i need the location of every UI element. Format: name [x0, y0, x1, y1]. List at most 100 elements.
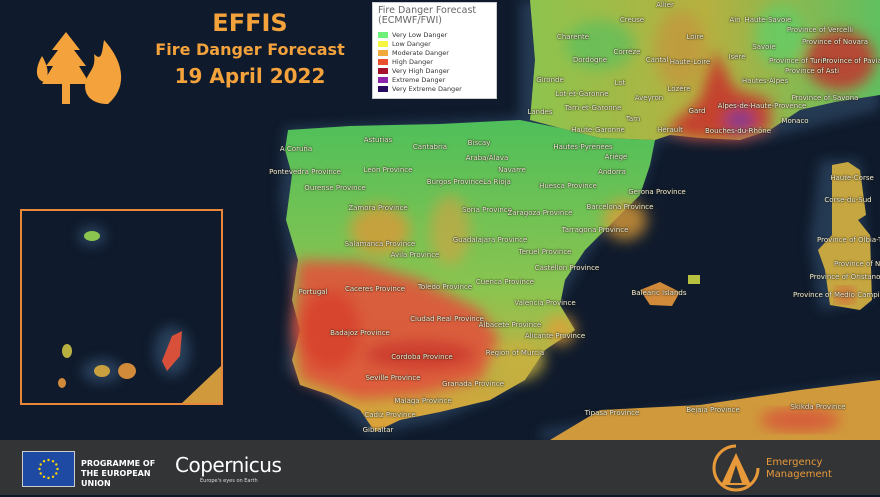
- place-label: Tipasa Province: [584, 409, 640, 417]
- forecast-date: 19 April 2022: [174, 64, 326, 88]
- legend-swatch: [378, 31, 388, 38]
- place-label: Province of Olbia-Tempio: [817, 236, 880, 244]
- place-label: Province of Novara: [801, 38, 869, 46]
- place-label: Portugal: [298, 288, 328, 296]
- place-label: Isère: [728, 53, 746, 61]
- place-label: Gerona Province: [628, 188, 686, 196]
- place-label: Cordoba Province: [391, 353, 453, 361]
- emergency-management-text: Emergency Management: [766, 457, 832, 480]
- place-label: Gironde: [536, 76, 564, 84]
- place-label: Zaragoza Province: [507, 209, 573, 217]
- place-label: Gard: [688, 107, 706, 115]
- place-label: Corse-du-Sud: [824, 196, 872, 204]
- place-label: Hautes-Alpes: [741, 77, 789, 85]
- map-legend: Fire Danger Forecast (ECMWF/FWI) Very Lo…: [372, 2, 497, 99]
- eu-programme-text: PROGRAMME OF THE EUROPEAN UNION: [81, 459, 156, 488]
- canary-islands-inset: [20, 209, 223, 405]
- legend-swatch: [378, 76, 388, 83]
- place-label: Albacete Province: [478, 321, 542, 329]
- place-label: Teruel Province: [518, 248, 572, 256]
- place-label: Caceres Province: [344, 285, 406, 293]
- place-label: Charente: [556, 33, 590, 41]
- place-label: Bouches-du-Rhône: [704, 127, 772, 135]
- place-label: Haute-Corse: [830, 174, 874, 182]
- copernicus-logo: Copernicus: [175, 453, 282, 477]
- place-label: Corrèze: [613, 48, 641, 56]
- place-label: Tarn: [625, 115, 641, 123]
- place-label: Ain: [729, 16, 741, 24]
- place-label: Province of Asti: [784, 67, 840, 75]
- place-label: Creuse: [619, 16, 645, 24]
- place-label: Burgos Province: [426, 178, 484, 186]
- place-label: Haute-Loire: [669, 58, 711, 66]
- place-label: Tarn-et-Garonne: [564, 104, 622, 112]
- place-label: Ariège: [604, 153, 628, 161]
- place-label: Cadiz Province: [364, 411, 416, 419]
- place-label: Valencia Province: [514, 299, 576, 307]
- legend-item: Extreme Danger: [378, 75, 491, 84]
- place-label: Aveyron: [634, 94, 664, 102]
- legend-label: Moderate Danger: [392, 48, 449, 57]
- place-label: Province of Turin: [769, 57, 827, 65]
- place-label: Lot: [614, 79, 626, 87]
- place-label: Seville Province: [365, 374, 421, 382]
- place-label: Province of Pavia: [822, 57, 880, 65]
- legend-item: Very High Danger: [378, 66, 491, 75]
- place-label: Soria Province: [462, 206, 512, 214]
- legend-label: Very Low Danger: [392, 30, 448, 39]
- iberia-land: [285, 120, 655, 432]
- canary-islands-map: [58, 226, 221, 403]
- place-label: Bejaia Province: [686, 406, 740, 414]
- legend-swatch: [378, 49, 388, 56]
- place-label: Pontevedra Province: [269, 168, 341, 176]
- place-label: Asturias: [363, 136, 393, 144]
- place-label: Region of Murcia: [485, 349, 545, 357]
- legend-label: High Danger: [392, 57, 433, 66]
- copernicus-tagline: Europe's eyes on Earth: [200, 478, 258, 484]
- place-label: Skikda Province: [790, 403, 846, 411]
- place-label: Barcelona Province: [586, 203, 654, 211]
- place-label: Malaga Province: [394, 397, 452, 405]
- place-label: Cantabria: [412, 143, 448, 151]
- title-block: EFFIS Fire Danger Forecast 19 April 2022: [140, 8, 360, 90]
- place-label: Monaco: [781, 117, 809, 125]
- place-label: Dordogne: [572, 56, 608, 64]
- legend-item: Low Danger: [378, 39, 491, 48]
- place-label: Loire: [686, 33, 704, 41]
- place-label: Huesca Province: [539, 182, 597, 190]
- place-label: Araba/Álava: [465, 154, 509, 162]
- place-label: León Province: [363, 166, 413, 174]
- place-label: Hautes-Pyrénées: [553, 143, 613, 151]
- place-label: Province of Nuoro: [834, 260, 880, 268]
- legend-label: Low Danger: [392, 39, 431, 48]
- place-label: Alpes-de-Haute-Provence: [717, 102, 807, 110]
- place-label: Hérault: [657, 126, 683, 134]
- place-label: Granada Province: [441, 380, 505, 388]
- legend-item: Very Low Danger: [378, 30, 491, 39]
- place-label: Biscay: [467, 139, 491, 147]
- place-label: Gibraltar: [362, 426, 394, 434]
- place-label: Tarragona Province: [561, 226, 629, 234]
- place-label: Province of Medio Campidano: [792, 291, 880, 299]
- legend-swatch: [378, 85, 388, 92]
- legend-item: Moderate Danger: [378, 48, 491, 57]
- place-label: Cantal: [645, 56, 669, 64]
- place-label: Province of Savona: [791, 94, 859, 102]
- place-label: Landes: [527, 108, 553, 116]
- place-label: Salamanca Province: [344, 240, 416, 248]
- place-label: Badajoz Province: [330, 329, 390, 337]
- legend-item: High Danger: [378, 57, 491, 66]
- place-label: Ciudad Real Province: [410, 315, 484, 323]
- place-label: Ourense Province: [304, 184, 366, 192]
- france-italy-land: [530, 0, 880, 140]
- place-label: Lozère: [667, 85, 691, 93]
- map-layer: [280, 0, 880, 440]
- emergency-management-logo-icon: [711, 443, 761, 497]
- legend-title: Fire Danger Forecast (ECMWF/FWI): [378, 5, 477, 26]
- legend-label: Very High Danger: [392, 66, 450, 75]
- subtitle: Fire Danger Forecast: [155, 40, 345, 59]
- place-label: Haute-Garonne: [571, 126, 625, 134]
- islands-land: [550, 162, 880, 440]
- place-label: Zamora Province: [348, 204, 408, 212]
- place-label: Lot-et-Garonne: [555, 90, 609, 98]
